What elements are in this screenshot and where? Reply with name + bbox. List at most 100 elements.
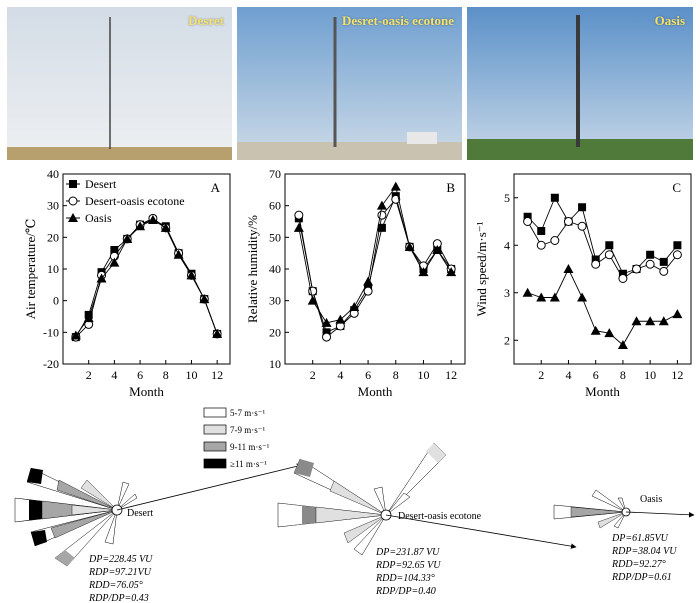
data-point (659, 257, 668, 266)
series-triangle (70, 214, 223, 340)
series-line (298, 185, 452, 324)
series-line (527, 267, 678, 346)
x-tick-label: 8 (393, 368, 399, 382)
x-axis-label: Month (129, 384, 164, 399)
data-point (536, 240, 546, 250)
data-point (307, 295, 318, 305)
x-tick-label: 6 (137, 368, 143, 382)
x-tick-label: 2 (86, 368, 92, 382)
rose-name-oasis: Oasis (640, 494, 662, 505)
legend-swatch-9-11 (203, 441, 227, 452)
y-axis-label: Wind speed/m·s⁻¹ (474, 221, 489, 316)
data-point (173, 249, 184, 259)
y-tick-label: 40 (47, 167, 59, 181)
series-line (527, 220, 678, 280)
series-square (71, 215, 222, 342)
y-tick-label: 2 (504, 333, 510, 347)
data-point (109, 257, 120, 267)
data-point (293, 222, 304, 232)
data-point (563, 217, 573, 226)
legend-marker (68, 213, 78, 222)
panel-letter: C (672, 180, 681, 195)
data-point (672, 309, 683, 319)
rose-ratio-desert: RDP/DP=0.43 (88, 593, 149, 603)
legend-label-9-11: 9-11 m·s⁻¹ (230, 442, 270, 452)
data-point (645, 316, 656, 326)
data-point (591, 255, 600, 264)
legend-marker (68, 196, 78, 206)
data-point (199, 294, 210, 304)
rose-rdp-ecotone: RDP=92.65 VU (375, 560, 441, 571)
legend-item: Oasis (66, 211, 112, 225)
legend-label-7-9: 7-9 m·s⁻¹ (230, 425, 265, 435)
data-point (110, 246, 119, 254)
x-tick-label: 4 (337, 368, 343, 382)
x-tick-label: 10 (644, 368, 656, 382)
photo-label-ecotone: Desret-oasis ecotone (341, 13, 454, 28)
x-axis-label: Month (358, 384, 393, 399)
legend-marker (69, 180, 77, 188)
data-point (523, 217, 533, 226)
data-point (577, 292, 588, 302)
data-point (135, 221, 146, 231)
rose-ecotone: Desert-oasis ecotone DP=231.87 VU RDP=92… (277, 442, 577, 597)
chart-panel-B: 2 4 6 8 10 12 10 20 30 40 50 60 70 Month Relative humi… (245, 167, 466, 399)
legend-swatch-5-7 (203, 407, 227, 418)
rose-ratio-oasis: RDP/DP=0.61 (611, 572, 672, 583)
data-point (617, 340, 628, 349)
y-tick-label: 4 (504, 238, 510, 252)
y-tick-label: 60 (269, 199, 281, 213)
x-tick-label: 2 (310, 368, 316, 382)
y-axis-label: Relative humidity/% (245, 215, 260, 323)
photo-oasis: Oasis (467, 7, 693, 160)
data-point (363, 276, 374, 286)
legend-swatch-11-plus (203, 458, 227, 469)
ecotone-photo-image (237, 7, 462, 160)
series-line (75, 219, 218, 336)
data-point (591, 259, 601, 269)
legend-item: Desert-oasis ecotone (66, 194, 185, 208)
y-tick-label: 30 (47, 199, 59, 213)
data-point (645, 259, 655, 269)
photo-desert: Desret (7, 7, 232, 160)
plot-frame (513, 173, 692, 365)
data-point (294, 210, 304, 220)
series-square (294, 192, 456, 337)
data-point (577, 221, 587, 231)
rose-rdd-desert: RDD=76.05° (88, 580, 143, 591)
series-square (523, 193, 682, 278)
series-triangle (522, 264, 683, 349)
data-point (212, 328, 223, 338)
legend-swatch-7-9 (203, 424, 227, 435)
line-charts: 2 4 6 8 10 12 -20 -10 0 10 20 30 40 Month Air temperat… (23, 167, 692, 399)
data-point (377, 210, 387, 220)
legend-item: Desert (66, 177, 117, 191)
y-tick-label: 10 (269, 357, 281, 371)
data-point (536, 292, 547, 302)
y-tick-label: 40 (269, 262, 281, 276)
data-point (646, 250, 655, 259)
y-tick-label: 0 (53, 294, 59, 308)
x-tick-label: 12 (445, 368, 457, 382)
data-point (377, 223, 386, 232)
x-tick-label: 8 (620, 368, 626, 382)
data-point (618, 274, 628, 283)
data-point (631, 316, 642, 326)
y-tick-label: 20 (47, 230, 59, 244)
rose-dp-ecotone: DP=231.87 VU (375, 547, 440, 558)
oasis-photo-image (467, 7, 693, 160)
data-point (604, 250, 614, 260)
data-point (537, 227, 546, 235)
data-point (673, 241, 682, 250)
data-point (618, 269, 627, 278)
series-line (527, 196, 678, 275)
data-point (404, 241, 415, 251)
data-point (523, 212, 532, 221)
y-tick-label: 5 (504, 191, 510, 205)
y-tick-label: 3 (504, 286, 510, 300)
data-point (632, 264, 642, 274)
x-tick-label: 6 (365, 368, 371, 382)
rose-rdd-oasis: RDD=92.27° (611, 559, 666, 570)
legend-label-5-7: 5-7 m·s⁻¹ (230, 408, 265, 418)
data-point (605, 241, 614, 250)
